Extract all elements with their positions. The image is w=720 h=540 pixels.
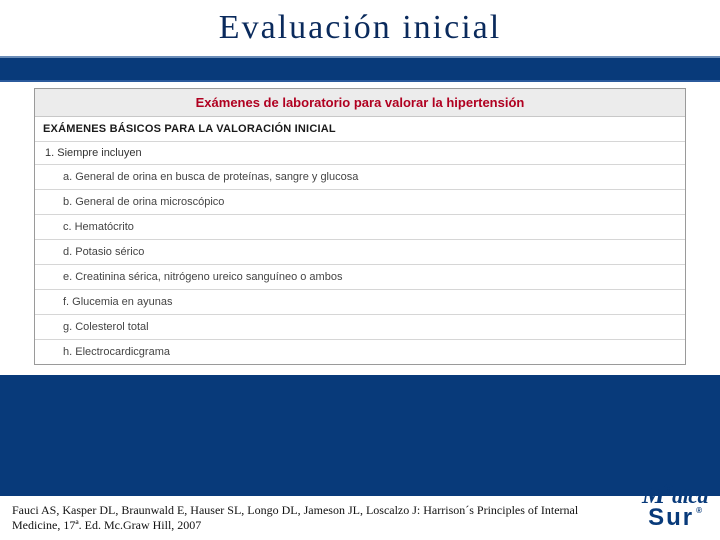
registered-icon: ® <box>696 506 704 515</box>
table-row: d. Potasio sérico <box>35 240 685 265</box>
table-header: Exámenes de laboratorio para valorar la … <box>35 89 685 117</box>
logo-text-sur: Sur <box>648 504 694 531</box>
logo-line-2: Sur® <box>608 504 708 532</box>
content-area: Exámenes de laboratorio para valorar la … <box>0 82 720 375</box>
table-row: c. Hematócrito <box>35 215 685 240</box>
table-row: e. Creatinina sérica, nitrógeno ureico s… <box>35 265 685 290</box>
decorative-band <box>0 58 720 82</box>
lab-exams-table: Exámenes de laboratorio para valorar la … <box>34 88 686 365</box>
medica-sur-logo: M dica Sur® <box>608 482 708 534</box>
citation-text: Fauci AS, Kasper DL, Braunwald E, Hauser… <box>12 503 600 533</box>
table-row: g. Colesterol total <box>35 315 685 340</box>
title-bar: Evaluación inicial <box>0 0 720 58</box>
table-subheader: EXÁMENES BÁSICOS PARA LA VALORACIÓN INIC… <box>35 117 685 142</box>
table-row: a. General de orina en busca de proteína… <box>35 165 685 190</box>
table-row: h. Electrocardicgrama <box>35 340 685 364</box>
table-lead-row: 1. Siempre incluyen <box>35 142 685 165</box>
table-row: b. General de orina microscópico <box>35 190 685 215</box>
page-title: Evaluación inicial <box>219 9 501 47</box>
table-row: f. Glucemia en ayunas <box>35 290 685 315</box>
